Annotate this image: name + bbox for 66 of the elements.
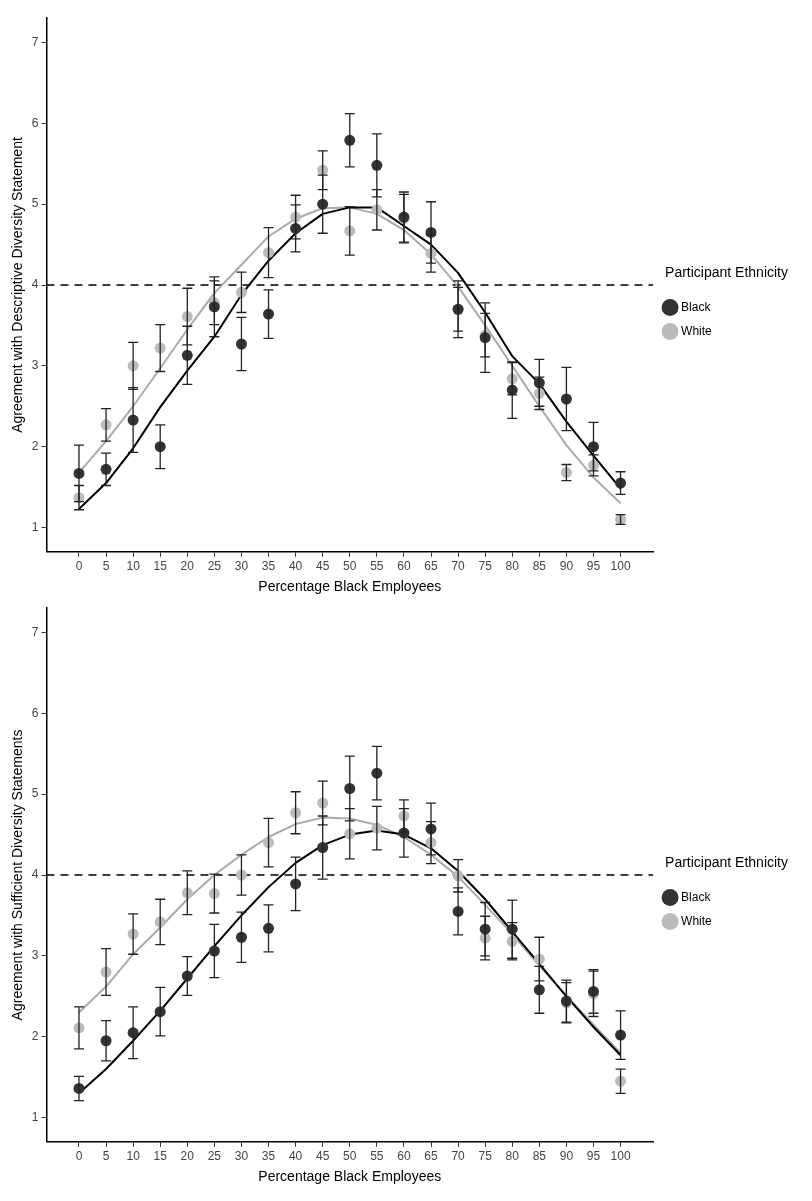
x-tick-label: 50 [343,559,357,574]
x-tick-label: 60 [397,1149,411,1164]
x-tick-label: 5 [102,1149,110,1164]
x-axis-title: Percentage Black Employees [258,578,442,595]
x-axis-title: Percentage Black Employees [258,1168,442,1185]
x-tick-label: 65 [424,1149,438,1164]
legend-title: Participant Ethnicity [665,854,788,871]
x-tick-label: 0 [75,559,83,574]
x-tick-label: 35 [261,559,276,574]
y-tick-label: 1 [31,519,39,534]
x-tick-label: 100 [610,559,631,574]
y-tick-label: 7 [31,624,39,639]
x-tick-label: 45 [316,1149,330,1164]
legend-title: Participant Ethnicity [665,264,788,281]
x-tick-label: 85 [532,559,547,574]
y-tick-label: 5 [31,786,39,801]
x-tick-label: 100 [610,1149,631,1164]
y-tick-label: 5 [31,196,39,211]
x-tick-label: 5 [102,559,110,574]
x-tick-label: 85 [532,1149,547,1164]
x-tick-label: 55 [370,1149,384,1164]
x-tick-label: 40 [288,1149,303,1164]
y-tick-label: 4 [31,277,39,292]
x-tick-label: 20 [180,1149,195,1164]
x-tick-label: 25 [207,1149,222,1164]
x-tick-label: 0 [75,1149,83,1164]
y-tick-label: 6 [31,705,39,720]
x-tick-label: 65 [424,559,438,574]
y-axis-title: Agreement with Descriptive Diversity Statement [9,137,26,433]
x-tick-label: 95 [586,559,601,574]
x-tick-label: 90 [559,559,574,574]
legend-label: White [681,323,713,338]
x-tick-label: 35 [261,1149,276,1164]
x-tick-label: 30 [234,1149,249,1164]
x-tick-label: 50 [343,1149,357,1164]
x-tick-label: 80 [505,559,520,574]
legend-label: White [681,913,713,928]
x-tick-label: 40 [288,559,303,574]
x-tick-label: 45 [316,559,330,574]
x-tick-label: 30 [234,559,249,574]
y-tick-label: 1 [31,1109,39,1124]
x-tick-label: 80 [505,1149,520,1164]
x-tick-label: 55 [370,559,384,574]
y-tick-label: 3 [31,948,39,963]
x-tick-label: 10 [126,559,141,574]
x-tick-label: 15 [153,1149,168,1164]
x-tick-label: 60 [397,559,411,574]
y-tick-label: 6 [31,115,39,130]
legend-label: Black [681,299,712,314]
x-tick-label: 20 [180,559,195,574]
x-tick-label: 70 [451,1149,466,1164]
x-tick-label: 75 [478,1149,493,1164]
x-tick-label: 90 [559,1149,574,1164]
x-tick-label: 70 [451,559,466,574]
y-tick-label: 2 [31,439,39,454]
x-tick-label: 10 [126,1149,141,1164]
x-tick-label: 95 [586,1149,601,1164]
y-tick-label: 2 [31,1029,39,1044]
x-tick-label: 25 [207,559,222,574]
x-tick-label: 75 [478,559,493,574]
x-tick-label: 15 [153,559,168,574]
y-tick-label: 4 [31,867,39,882]
legend-label: Black [681,889,712,904]
y-tick-label: 7 [31,34,39,49]
y-tick-label: 3 [31,358,39,373]
y-axis-title: Agreement with Sufficient Diversity Statements [9,729,26,1021]
